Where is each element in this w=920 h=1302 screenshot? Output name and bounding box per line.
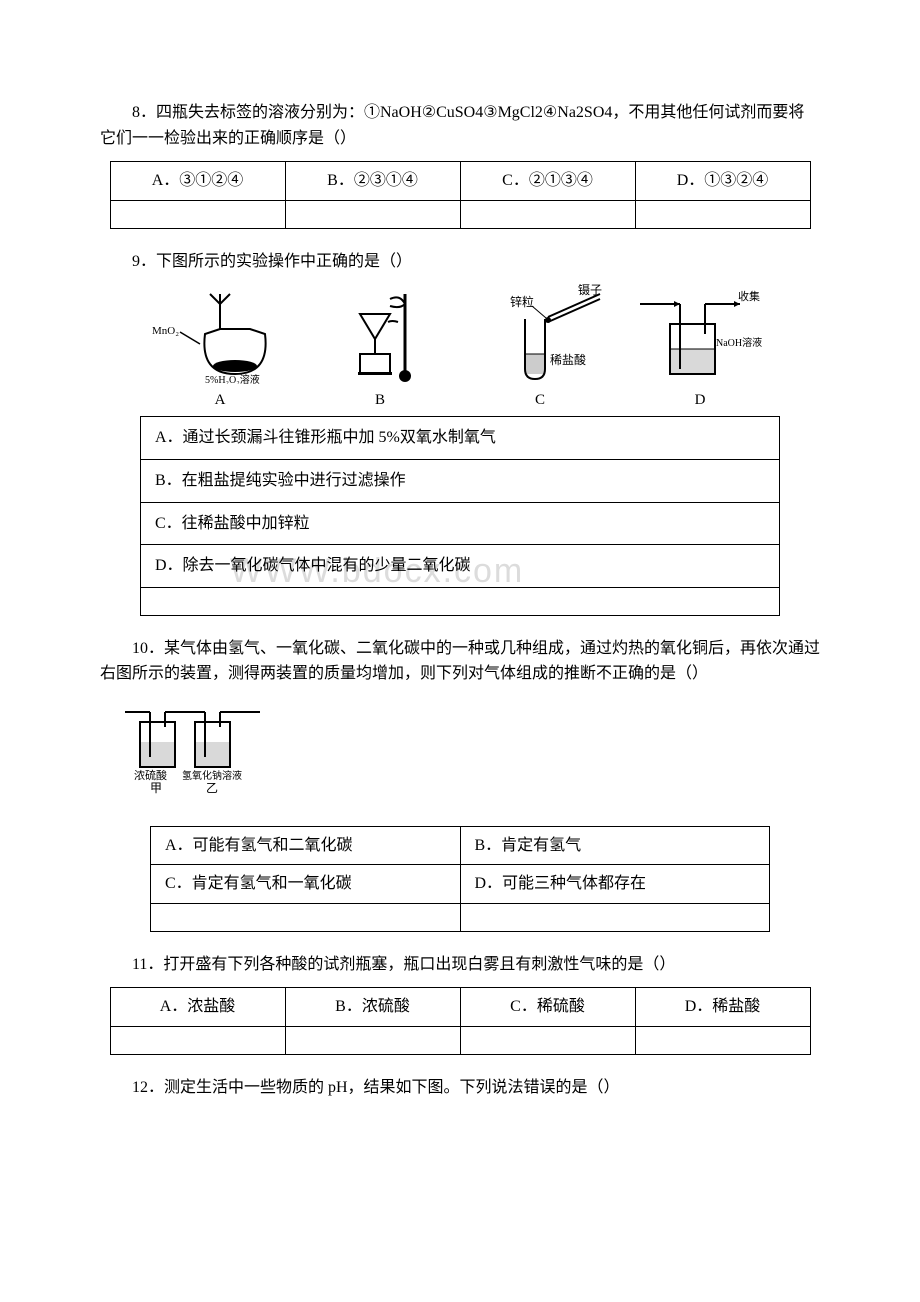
table-row [141, 587, 780, 615]
empty-cell [635, 1026, 810, 1054]
diagram-label-c: C [535, 388, 545, 412]
zn-label: 锌粒 [510, 294, 534, 309]
q11-text: 11．打开盛有下列各种酸的试剂瓶塞，瓶口出现白雾且有刺激性气味的是（） [100, 952, 820, 978]
jia-sub: 甲 [150, 781, 162, 795]
table-row: B．在粗盐提纯实验中进行过滤操作 [141, 459, 780, 502]
empty-cell [635, 200, 810, 228]
empty-cell [110, 1026, 285, 1054]
q11-options-table: A．浓盐酸 B．浓硫酸 C．稀硫酸 D．稀盐酸 [110, 987, 811, 1055]
testtube-icon: 锌粒 镊子 稀盐酸 [470, 284, 610, 384]
diagram-box: MnO₂ 5%H₂O₂溶液 [150, 284, 290, 384]
q9-text: 9．下图所示的实验操作中正确的是（） [100, 249, 820, 275]
q12-text: 12．测定生活中一些物质的 pH，结果如下图。下列说法错误的是（） [100, 1075, 820, 1101]
mno2-label: MnO₂ [152, 325, 179, 337]
diagram-label-b: B [375, 388, 385, 412]
question-11: 11．打开盛有下列各种酸的试剂瓶塞，瓶口出现白雾且有刺激性气味的是（） A．浓盐… [100, 952, 820, 1055]
q10-text: 10．某气体由氢气、一氧化碳、二氧化碳中的一种或几种组成，通过灼热的氧化铜后，再… [100, 636, 820, 687]
table-row: A．浓盐酸 B．浓硫酸 C．稀硫酸 D．稀盐酸 [110, 988, 810, 1027]
q9-option-b: B．在粗盐提纯实验中进行过滤操作 [141, 459, 780, 502]
table-row [151, 903, 770, 931]
empty-cell [285, 1026, 460, 1054]
question-10: 10．某气体由氢气、一氧化碳、二氧化碳中的一种或几种组成，通过灼热的氧化铜后，再… [100, 636, 820, 932]
hcl-label: 稀盐酸 [550, 352, 586, 367]
empty-cell [151, 903, 461, 931]
empty-cell [460, 903, 770, 931]
q11-option-b: B．浓硫酸 [285, 988, 460, 1027]
q8-option-c: C．②①③④ [460, 162, 635, 201]
q10-options-table: A．可能有氢气和二氧化碳 B．肯定有氢气 C．肯定有氢气和一氧化碳 D．可能三种… [150, 826, 770, 932]
yi-sub: 乙 [206, 781, 218, 795]
table-row: D．除去一氧化碳气体中混有的少量二氧化碳 [141, 545, 780, 588]
q9-diagram-b: B [305, 284, 455, 412]
empty-cell [460, 1026, 635, 1054]
table-row: A．可能有氢气和二氧化碳 B．肯定有氢气 [151, 826, 770, 865]
q9-option-c: C．往稀盐酸中加锌粒 [141, 502, 780, 545]
jia-label: 浓硫酸 [134, 768, 167, 782]
table-row [110, 200, 810, 228]
q8-option-b: B．②③①④ [285, 162, 460, 201]
diagram-label-d: D [695, 388, 706, 412]
q11-option-c: C．稀硫酸 [460, 988, 635, 1027]
q9-diagram-a: MnO₂ 5%H₂O₂溶液 A [145, 284, 295, 412]
gas-wash-icon: 收集 NaOH溶液 [630, 284, 770, 384]
tweezers-label: 镊子 [578, 284, 602, 297]
table-row [110, 1026, 810, 1054]
q11-option-d: D．稀盐酸 [635, 988, 810, 1027]
table-row: A．③①②④ B．②③①④ C．②①③④ D．①③②④ [110, 162, 810, 201]
collect-label: 收集 [738, 289, 760, 303]
q9-diagram-row: MnO₂ 5%H₂O₂溶液 A [140, 284, 780, 412]
diagram-box: 锌粒 镊子 稀盐酸 [470, 284, 610, 384]
empty-cell [110, 200, 285, 228]
q8-options-table: A．③①②④ B．②③①④ C．②①③④ D．①③②④ [110, 161, 811, 229]
naoh-label: NaOH溶液 [716, 336, 762, 349]
q9-option-d: D．除去一氧化碳气体中混有的少量二氧化碳 [141, 545, 780, 588]
q9-option-a: A．通过长颈漏斗往锥形瓶中加 5%双氧水制氧气 [141, 417, 780, 460]
question-8: 8．四瓶失去标签的溶液分别为：①NaOH②CuSO4③MgCl2④Na2SO4，… [100, 100, 820, 229]
filter-icon [310, 284, 450, 384]
question-9: 9．下图所示的实验操作中正确的是（） MnO₂ 5%H₂O₂溶液 A [100, 249, 820, 616]
q8-option-a: A．③①②④ [110, 162, 285, 201]
q8-option-d: D．①③②④ [635, 162, 810, 201]
q9-options-table: A．通过长颈漏斗往锥形瓶中加 5%双氧水制氧气 B．在粗盐提纯实验中进行过滤操作… [140, 416, 780, 615]
h2o2-label: 5%H₂O₂溶液 [205, 373, 260, 384]
q8-text: 8．四瓶失去标签的溶液分别为：①NaOH②CuSO4③MgCl2④Na2SO4，… [100, 100, 820, 151]
q11-option-a: A．浓盐酸 [110, 988, 285, 1027]
diagram-box [310, 284, 450, 384]
two-bottle-icon: 浓硫酸 甲 氢氧化钠溶液 乙 [120, 697, 280, 807]
flask-funnel-icon: MnO₂ 5%H₂O₂溶液 [150, 284, 290, 384]
table-row: C．肯定有氢气和一氧化碳 D．可能三种气体都存在 [151, 865, 770, 904]
q10-option-c: C．肯定有氢气和一氧化碳 [151, 865, 461, 904]
question-12: 12．测定生活中一些物质的 pH，结果如下图。下列说法错误的是（） [100, 1075, 820, 1101]
diagram-box: 收集 NaOH溶液 [630, 284, 770, 384]
empty-cell [460, 200, 635, 228]
table-row: C．往稀盐酸中加锌粒 [141, 502, 780, 545]
q9-diagram-d: 收集 NaOH溶液 D [625, 284, 775, 412]
q9-diagram-c: 锌粒 镊子 稀盐酸 C [465, 284, 615, 412]
q10-option-a: A．可能有氢气和二氧化碳 [151, 826, 461, 865]
q10-option-b: B．肯定有氢气 [460, 826, 770, 865]
q10-diagram: 浓硫酸 甲 氢氧化钠溶液 乙 [120, 697, 800, 816]
diagram-label-a: A [215, 388, 226, 412]
q10-option-d: D．可能三种气体都存在 [460, 865, 770, 904]
empty-cell [285, 200, 460, 228]
table-row: A．通过长颈漏斗往锥形瓶中加 5%双氧水制氧气 [141, 417, 780, 460]
empty-cell [141, 587, 780, 615]
